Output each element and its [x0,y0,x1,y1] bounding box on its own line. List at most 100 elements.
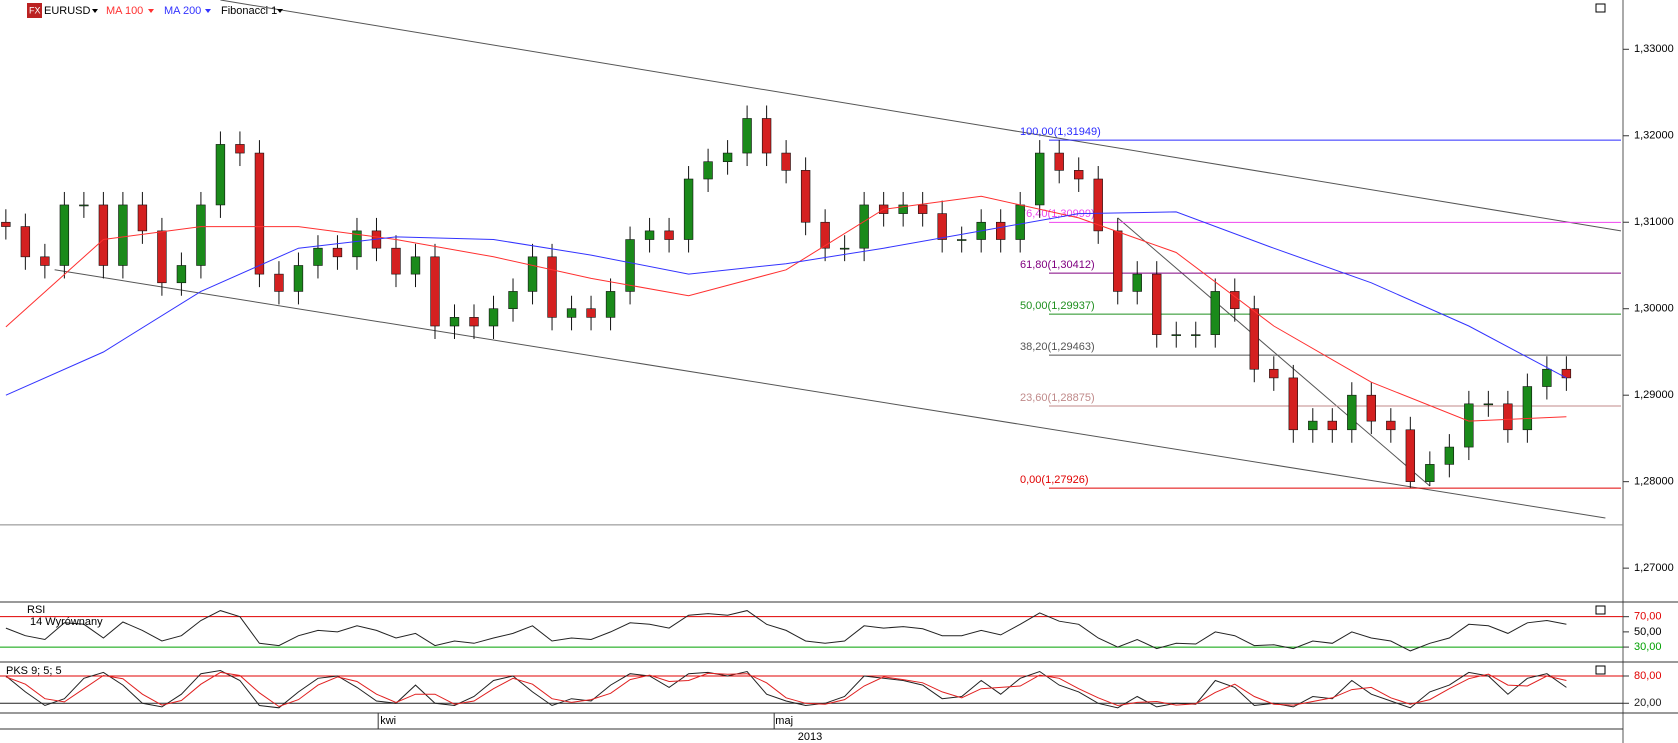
candle-body [820,221,830,249]
candle-body [898,204,908,214]
candle-body [1347,394,1357,431]
candle-body [1386,420,1396,431]
candle-body [742,118,752,154]
candle-body [1152,273,1162,335]
y-tick-label: 1,33000 [1634,43,1674,55]
fibonacci-label: 61,80(1,30412) [1020,259,1095,271]
candle-body [625,239,635,292]
trend-line [220,0,1622,232]
dropdown-arrow[interactable] [92,9,98,13]
maximize-button[interactable] [1595,605,1606,615]
candle-body [1132,273,1142,292]
dropdown-arrow[interactable] [277,9,283,13]
candle-body [20,226,31,258]
candle-body [1093,178,1103,232]
candle-body [215,144,226,206]
y-tick-label: 1,29000 [1634,389,1674,401]
candle-body [781,152,791,171]
candle-body [683,178,694,240]
candle-body [410,256,421,275]
candle-body [761,118,772,154]
candle-body [98,204,109,266]
candle-body [79,204,89,207]
candle-body [1249,308,1259,370]
dropdown-arrow[interactable] [148,9,154,13]
y-tick-label: 1,27000 [1634,562,1674,574]
candle-body [1035,152,1045,206]
candle-body [118,204,128,266]
candle-body [800,170,811,223]
candle-body [235,144,245,154]
maximize-button[interactable] [1595,3,1606,13]
fibonacci-label: 23,60(1,28875) [1020,392,1095,404]
candle-body [644,230,655,240]
candle-body [703,161,713,180]
candle-body [1054,152,1064,171]
indicator-label[interactable]: MA 200 [164,5,201,17]
candle-body [859,204,869,249]
candle-body [196,204,206,266]
candle-body [1015,204,1025,240]
candle-body [313,247,323,266]
candle-body [469,317,479,327]
fibonacci-label: 0,00(1,27926) [1020,474,1089,486]
candle-body [254,152,265,275]
candle-body [391,247,401,275]
candle-body [137,204,148,232]
series-line [5,669,1567,709]
candle-body [449,317,460,327]
candle-body [1366,394,1377,422]
candle-body [547,256,557,318]
candle-body [566,308,577,318]
panel-title: RSI [27,604,45,616]
candle-body [937,213,947,240]
candle-body [1405,429,1416,482]
fx-icon-text: FX [29,5,41,15]
indicator-label[interactable]: Fibonacci 1 [221,5,277,17]
fibonacci-label: 50,00(1,29937) [1020,300,1095,312]
y-tick-label: 1,32000 [1634,130,1674,142]
candle-body [1464,403,1474,448]
candle-body [293,265,304,292]
candle-body [1483,403,1494,406]
x-tick-label: kwi [380,715,396,727]
candle-body [1269,368,1279,379]
candle-body [176,265,187,284]
candle-body [332,247,343,258]
trend-line [54,269,1606,519]
series-line [5,610,1567,652]
candle-body [917,204,928,214]
indicator-label[interactable]: MA 100 [106,5,143,17]
fibonacci-label: 76,40(1,30999) [1020,208,1095,220]
y-tick-label: 70,00 [1634,611,1662,623]
candle-body [59,204,70,266]
candle-body [1288,377,1298,431]
candle-body [1191,334,1201,336]
candle-body [996,221,1006,240]
plot-area: 1,27000 1,28000 1,29000 1,30000 1,31000 1,320… [0,0,1674,729]
candle-body [664,230,674,240]
dropdown-arrow[interactable] [205,9,211,13]
y-tick-label: 80,00 [1634,670,1662,682]
series-line [5,211,1567,396]
candle-body [527,256,538,292]
symbol-label[interactable]: EURUSD [44,5,91,17]
candle-body [274,273,284,292]
candle-body [956,239,967,241]
candle-body [508,291,518,310]
panel-title[interactable]: PKS 9; 5; 5 [6,665,62,677]
candle-body [1113,230,1123,292]
candle-body [1327,420,1337,431]
candle-body [40,256,50,266]
candle-body [157,230,167,284]
y-tick-label: 50,00 [1634,626,1662,638]
fibonacci-label: 38,20(1,29463) [1020,341,1095,353]
candle-body [1,221,11,227]
candle-body [1074,170,1084,180]
candle-body [1425,464,1435,482]
candle-body [1308,420,1318,431]
maximize-button[interactable] [1595,665,1606,675]
x-axis-label: 2013 [798,731,822,743]
